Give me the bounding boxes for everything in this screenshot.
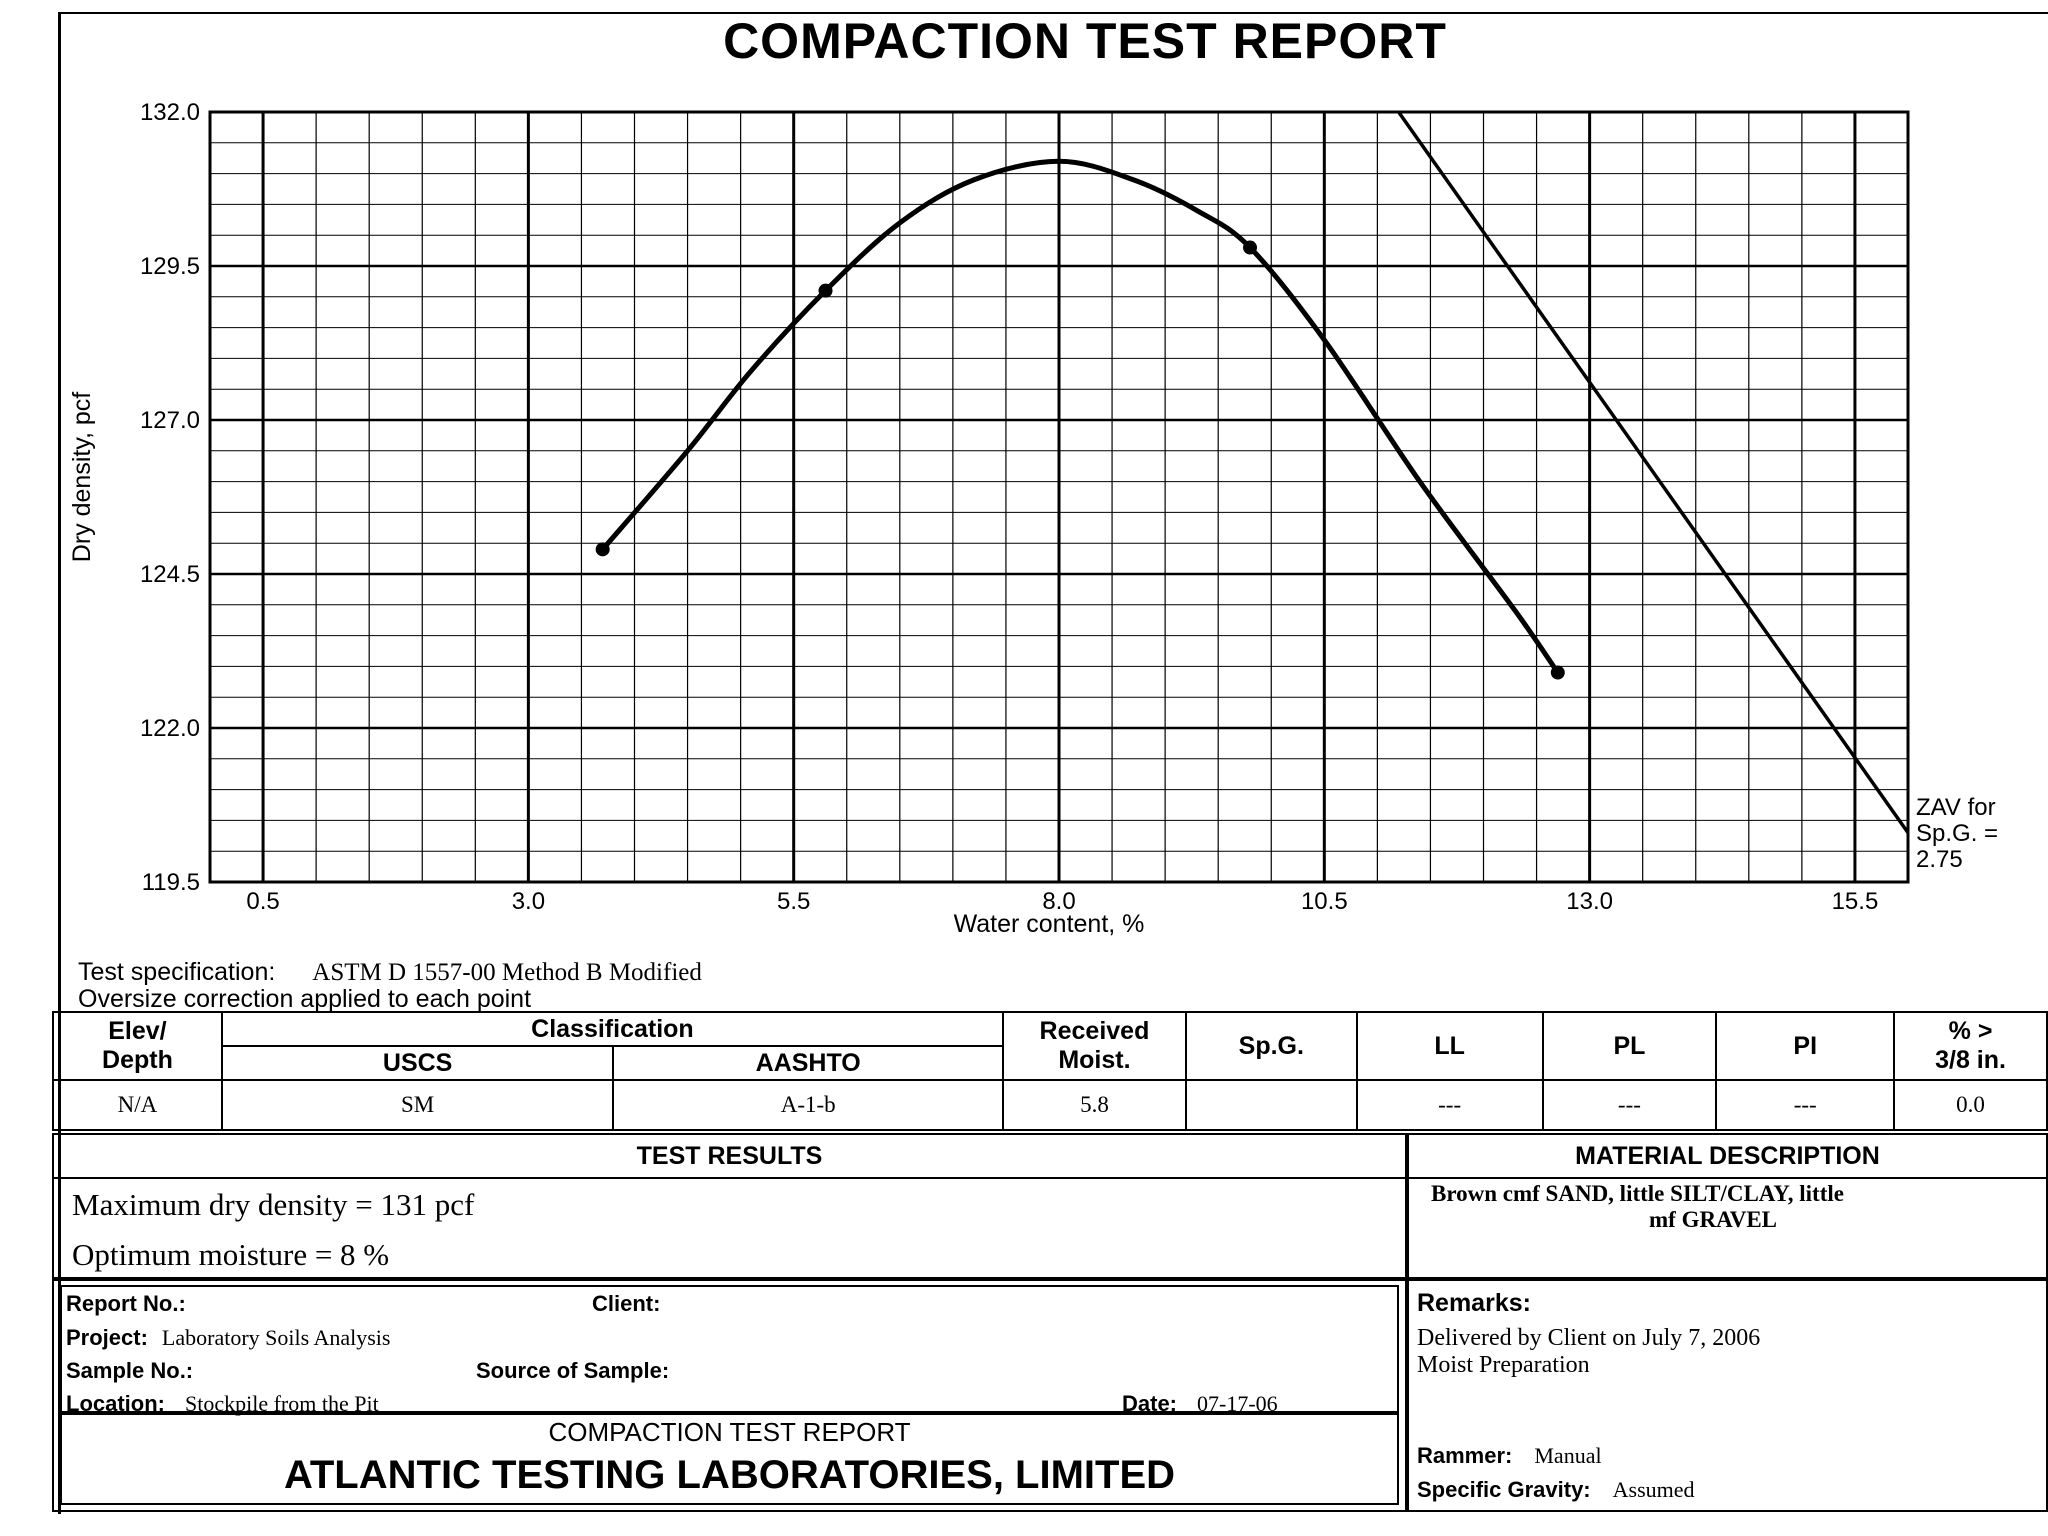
chart-axes	[208, 110, 1910, 884]
y-tick-label: 122.0	[140, 715, 200, 742]
max-dry-density: Maximum dry density = 131 pcf	[72, 1187, 475, 1222]
zav-label: Sp.G. =	[1916, 820, 1998, 847]
remarks-label: Remarks:	[1417, 1289, 1531, 1317]
x-tick-label: 8.0	[1042, 888, 1075, 915]
zav-line	[1397, 110, 1910, 834]
compaction-curve	[600, 158, 1560, 674]
aashto-value: A-1-b	[612, 1079, 1004, 1131]
sample-no-label: Sample No.:	[66, 1358, 194, 1383]
remarks-line2: Moist Preparation	[1417, 1352, 1590, 1378]
report-info-box: Report No.: Client: Project: Laboratory …	[52, 1279, 1407, 1512]
spg-value	[1184, 1079, 1358, 1131]
client-label: Client:	[592, 1291, 661, 1316]
aashto-header: AASHTO	[612, 1045, 1004, 1081]
zav-label: ZAV for	[1916, 794, 1996, 821]
project-label: Project:	[66, 1325, 148, 1350]
pl-value: ---	[1541, 1079, 1718, 1131]
footer-subtitle: COMPACTION TEST REPORT	[548, 1417, 911, 1447]
material-description-line2: mf GRAVEL	[1649, 1207, 1778, 1232]
test-specification: Test specification: ASTM D 1557-00 Metho…	[78, 958, 702, 987]
test-spec-value: ASTM D 1557-00 Method B Modified	[312, 959, 702, 986]
data-point	[818, 283, 833, 298]
oversize-header: % >3/8 in.	[1893, 1011, 2048, 1081]
remarks-box: Remarks: Delivered by Client on July 7, …	[1407, 1279, 2048, 1512]
material-description-line1: Brown cmf SAND, little SILT/CLAY, little	[1431, 1181, 1844, 1206]
pi-header: PI	[1715, 1011, 1896, 1081]
location-row: Location: Stockpile from the Pit	[66, 1391, 379, 1417]
remarks-line1: Delivered by Client on July 7, 2006	[1417, 1325, 1761, 1351]
oversize-value: 0.0	[1893, 1079, 2048, 1131]
plot-border	[208, 110, 1910, 884]
location-value: Stockpile from the Pit	[185, 1391, 379, 1416]
received-moist-header: Received Moist.	[1002, 1011, 1187, 1081]
report-title: COMPACTION TEST REPORT	[723, 13, 1447, 69]
material-description-box: MATERIAL DESCRIPTION Brown cmf SAND, lit…	[1407, 1133, 2048, 1279]
rammer-label: Rammer:	[1417, 1443, 1513, 1468]
y-tick-label: 132.0	[140, 99, 200, 126]
test-results-heading: TEST RESULTS	[54, 1135, 1405, 1179]
spg-header: Sp.G.	[1184, 1011, 1358, 1081]
elev-depth-header: Elev/Depth	[52, 1011, 223, 1081]
test-spec-label: Test specification:	[78, 958, 276, 986]
y-tick-label: 129.5	[140, 253, 200, 280]
report-frame	[58, 12, 2048, 1514]
specific-gravity-row: Specific Gravity: Assumed	[1417, 1477, 1695, 1503]
x-tick-label: 10.5	[1301, 888, 1348, 915]
oversize-note: Oversize correction applied to each poin…	[78, 985, 532, 1013]
date-label: Date:	[1122, 1391, 1178, 1416]
data-point	[1550, 665, 1565, 680]
y-tick-label: 124.5	[140, 561, 200, 588]
elev-depth-value: N/A	[52, 1079, 223, 1131]
data-point	[1243, 240, 1258, 255]
project-value: Laboratory Soils Analysis	[161, 1325, 391, 1350]
company-name: ATLANTIC TESTING LABORATORIES, LIMITED	[283, 1453, 1176, 1497]
date-value: 07-17-06	[1197, 1391, 1278, 1416]
chart-series	[595, 110, 1910, 834]
x-tick-label: 0.5	[246, 888, 279, 915]
ll-header: LL	[1355, 1011, 1544, 1081]
zav-label: 2.75	[1916, 846, 1963, 873]
uscs-header: USCS	[220, 1045, 615, 1081]
report-no-label: Report No.:	[66, 1291, 186, 1316]
project-row: Project: Laboratory Soils Analysis	[66, 1325, 390, 1351]
x-tick-label: 3.0	[512, 888, 545, 915]
data-point	[595, 542, 610, 557]
y-tick-label: 119.5	[142, 869, 200, 896]
received-moist-value: 5.8	[1002, 1079, 1187, 1131]
classification-table: Elev/Depth Classification Received Moist.…	[52, 1011, 2048, 1131]
test-results-box: TEST RESULTS Maximum dry density = 131 p…	[52, 1133, 1407, 1279]
material-description-heading: MATERIAL DESCRIPTION	[1409, 1135, 2046, 1179]
location-label: Location:	[66, 1391, 165, 1416]
x-tick-label: 5.5	[777, 888, 810, 915]
compaction-chart: 0.5 3.0 5.5 8.0 10.5 13.0 15.5 132.0 129.5 127.0 1…	[68, 99, 1998, 938]
rammer-row: Rammer: Manual	[1417, 1443, 1602, 1469]
x-tick-label: 15.5	[1832, 888, 1879, 915]
specific-gravity-label: Specific Gravity:	[1417, 1477, 1591, 1502]
chart-labels: 0.5 3.0 5.5 8.0 10.5 13.0 15.5 132.0 129.5 127.0 1…	[68, 99, 1998, 938]
uscs-value: SM	[220, 1079, 615, 1131]
optimum-moisture: Optimum moisture = 8 %	[72, 1237, 390, 1272]
footer-box: COMPACTION TEST REPORT ATLANTIC TESTING …	[60, 1413, 1399, 1505]
pi-value: ---	[1715, 1079, 1896, 1131]
x-axis-label: Water content, %	[954, 910, 1145, 938]
ll-value: ---	[1355, 1079, 1544, 1131]
report-info-inner: Report No.: Client: Project: Laboratory …	[60, 1285, 1399, 1416]
pl-header: PL	[1541, 1011, 1718, 1081]
chart-grid	[209, 110, 1909, 884]
source-of-sample-label: Source of Sample:	[476, 1358, 670, 1383]
y-axis-label: Dry density, pcf	[68, 392, 96, 562]
specific-gravity-value: Assumed	[1612, 1477, 1695, 1502]
x-tick-label: 13.0	[1566, 888, 1613, 915]
rammer-value: Manual	[1534, 1443, 1602, 1468]
classification-header: Classification	[220, 1011, 1005, 1047]
date-row: Date: 07-17-06	[1122, 1391, 1278, 1417]
y-tick-label: 127.0	[140, 407, 200, 434]
